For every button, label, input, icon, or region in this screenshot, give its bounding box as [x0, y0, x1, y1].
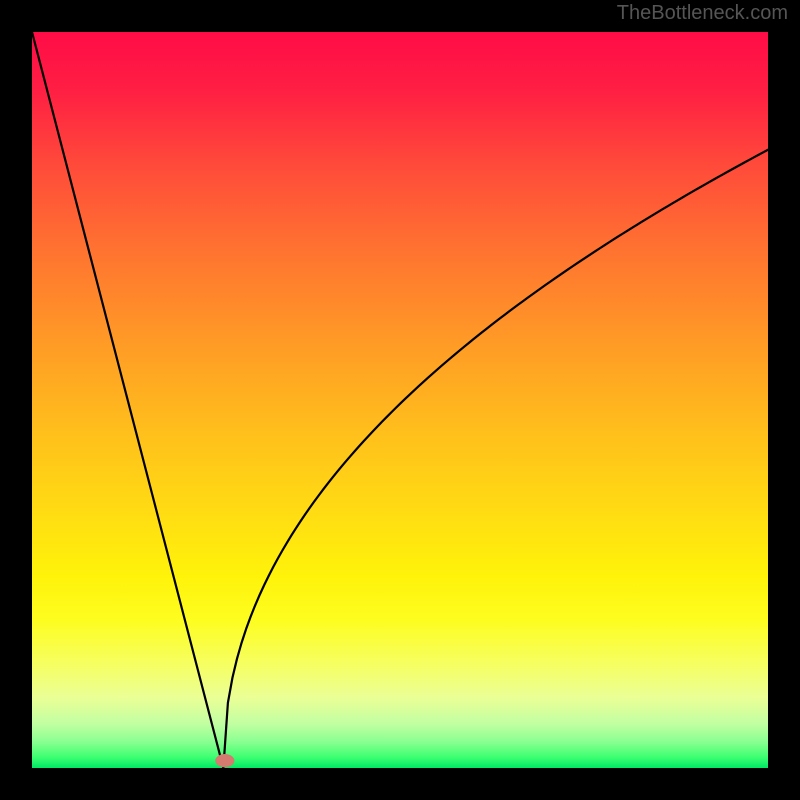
chart-svg	[32, 32, 768, 768]
plot-area	[32, 32, 768, 768]
gradient-bg	[32, 32, 768, 768]
min-marker	[215, 754, 234, 767]
watermark-text: TheBottleneck.com	[617, 2, 788, 25]
